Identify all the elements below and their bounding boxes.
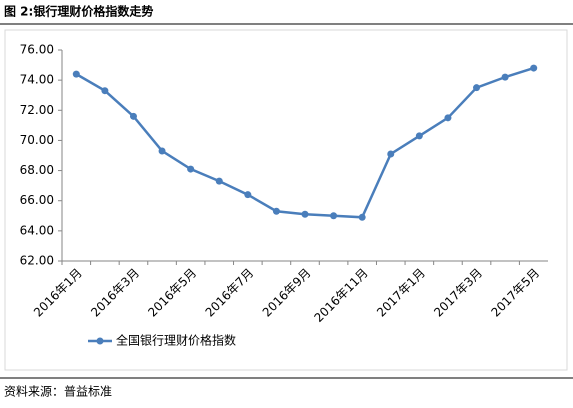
y-tick-label: 70.00 bbox=[20, 133, 54, 147]
x-tick-label: 2016年5月 bbox=[145, 266, 199, 320]
x-tick-label: 2017年1月 bbox=[374, 266, 428, 320]
point bbox=[215, 177, 223, 185]
x-tick-label: 2016年3月 bbox=[88, 266, 142, 320]
point bbox=[101, 87, 109, 95]
y-tick-label: 62.00 bbox=[20, 254, 54, 268]
point bbox=[473, 84, 481, 92]
legend-label: 全国银行理财价格指数 bbox=[116, 333, 236, 348]
point bbox=[301, 210, 309, 218]
x-tick-label: 2016年7月 bbox=[203, 266, 257, 320]
y-tick-label: 72.00 bbox=[20, 103, 54, 117]
point bbox=[444, 114, 452, 122]
legend-marker bbox=[96, 337, 104, 345]
point bbox=[129, 112, 137, 120]
point bbox=[415, 132, 423, 140]
point bbox=[244, 191, 252, 199]
point bbox=[358, 213, 366, 221]
x-tick-label: 2017年5月 bbox=[488, 266, 542, 320]
y-tick-label: 74.00 bbox=[20, 73, 54, 87]
line bbox=[75, 66, 535, 219]
x-tick-label: 2016年11月 bbox=[312, 266, 371, 325]
chart-title: 图 2:银行理财价格指数走势 bbox=[4, 4, 153, 19]
x-tick-label: 2016年1月 bbox=[31, 266, 85, 320]
y-tick-label: 76.00 bbox=[20, 43, 54, 57]
point bbox=[530, 64, 538, 72]
point bbox=[501, 73, 509, 81]
source: 资料来源：普益标准 bbox=[4, 385, 112, 399]
x-tick-label: 2016年9月 bbox=[260, 266, 314, 320]
y-tick-label: 66.00 bbox=[20, 193, 54, 207]
point bbox=[272, 207, 280, 215]
point bbox=[187, 165, 195, 173]
point bbox=[72, 70, 80, 78]
point bbox=[387, 150, 395, 158]
point bbox=[330, 212, 338, 220]
y-tick-label: 68.00 bbox=[20, 163, 54, 177]
point bbox=[158, 147, 166, 155]
chart-frame bbox=[4, 29, 568, 371]
y-tick-label: 64.00 bbox=[20, 223, 54, 237]
x-tick-label: 2017年3月 bbox=[431, 266, 485, 320]
